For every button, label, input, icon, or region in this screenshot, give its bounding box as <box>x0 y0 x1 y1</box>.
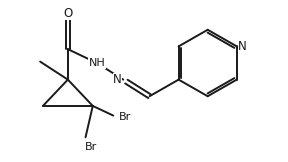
Text: Br: Br <box>119 112 131 122</box>
Text: N: N <box>113 73 122 86</box>
Text: NH: NH <box>88 58 105 68</box>
Text: N: N <box>238 40 247 53</box>
Text: Br: Br <box>84 142 97 152</box>
Text: O: O <box>63 6 73 20</box>
